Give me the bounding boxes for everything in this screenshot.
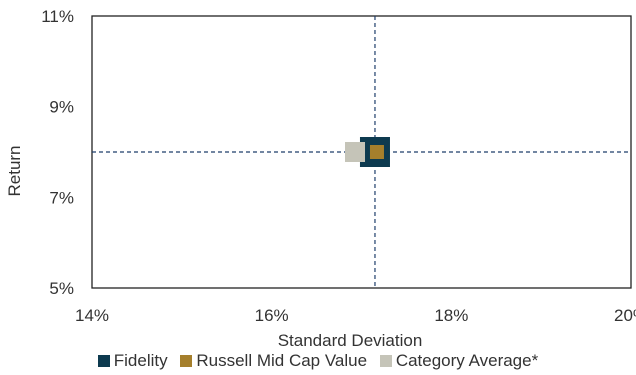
y-tick-label: 7% [49,188,74,207]
y-tick-label: 9% [49,98,74,117]
legend-label-russell: Russell Mid Cap Value [196,351,368,370]
legend-item-category-average: Category Average* [379,351,539,371]
legend-swatch-category-average [379,355,392,367]
x-tick-label: 14% [75,306,109,325]
y-tick-label: 5% [49,279,74,298]
legend: Fidelity Russell Mid Cap Value Category … [0,351,636,372]
legend-label-fidelity: Fidelity [113,351,168,370]
marker-category-average [345,142,366,162]
legend-swatch-russell [180,355,193,367]
marker-russell-mid-cap-value [369,145,384,159]
x-tick-label: 20% [614,306,636,325]
y-tick-label: 11% [41,7,74,26]
legend-swatch-fidelity [97,355,110,367]
x-tick-label: 16% [255,306,289,325]
x-tick-label: 18% [434,306,468,325]
y-axis-label: Return [5,145,24,196]
legend-label-category-average: Category Average* [395,351,539,370]
legend-item-russell: Russell Mid Cap Value [180,351,367,371]
x-axis-label: Standard Deviation [278,331,423,350]
legend-item-fidelity: Fidelity [97,351,168,371]
chart: 11% 9% 7% 5% 14% 16% 18% 20% Standard Deviatio… [5,7,636,350]
